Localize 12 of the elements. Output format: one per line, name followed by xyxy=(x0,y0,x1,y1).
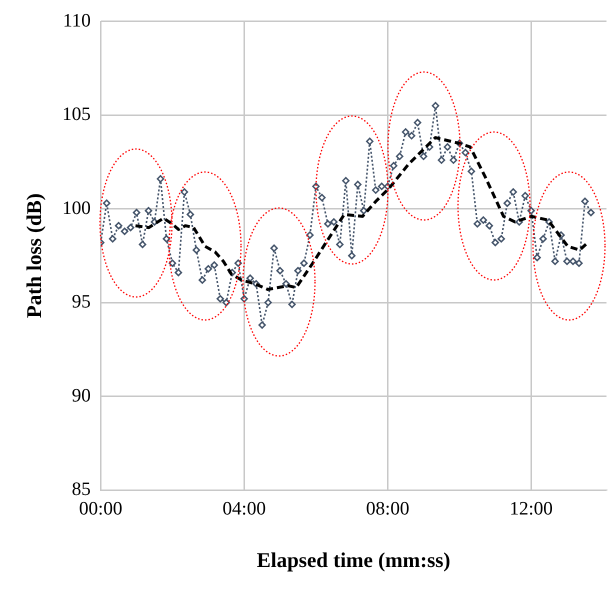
x-tick-label: 00:00 xyxy=(79,498,122,520)
y-axis-title: Path loss (dB) xyxy=(22,193,46,318)
y-tick-label: 110 xyxy=(62,10,91,32)
y-tick-label: 90 xyxy=(72,385,91,406)
y-tick-label: 100 xyxy=(62,198,91,219)
x-tick-label: 08:00 xyxy=(366,498,410,520)
y-tick-label: 95 xyxy=(72,292,91,313)
y-tick-label: 105 xyxy=(62,104,91,126)
x-tick-label: 04:00 xyxy=(222,498,266,520)
y-tick-label: 85 xyxy=(72,478,91,500)
x-tick-label: 12:00 xyxy=(510,498,553,520)
x-axis-title: Elapsed time (mm:ss) xyxy=(256,548,450,572)
